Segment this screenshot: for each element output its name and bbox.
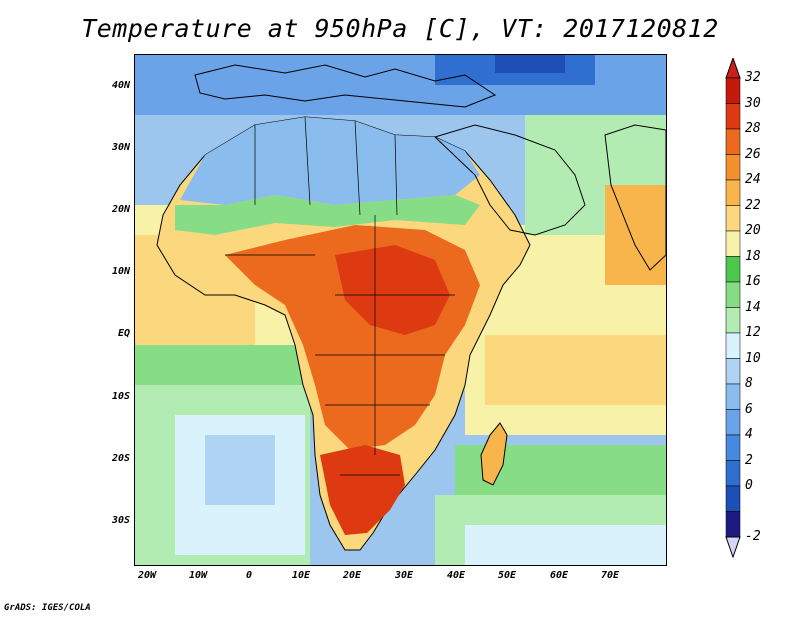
- colorbar-segment: [725, 179, 741, 206]
- colorbar-segment: [725, 256, 741, 283]
- colorbar-segment: [725, 128, 741, 155]
- lon-tick-20e: 20E: [342, 570, 362, 581]
- colorbar-label: 16: [745, 274, 761, 289]
- grads-credit: GrADS: IGES/COLA: [4, 603, 91, 613]
- lat-tick-10n: 10N: [111, 266, 130, 277]
- colorbar-segment: [725, 77, 741, 104]
- colorbar-label: 14: [745, 299, 761, 315]
- country-borders: [225, 116, 455, 476]
- temperature-map: [134, 54, 667, 566]
- colorbar-segment: [725, 154, 741, 181]
- map-title: Temperature at 950hPa [C], VT: 201712081…: [81, 14, 719, 43]
- europe-coast: [194, 64, 497, 108]
- colorbar-segment: [725, 307, 741, 334]
- lon-tick-10w: 10W: [188, 570, 208, 581]
- colorbar-segment: [725, 511, 741, 538]
- lat-tick-20n: 20N: [111, 204, 130, 215]
- lon-tick-40e: 40E: [446, 570, 466, 581]
- colorbar-max-triangle: [725, 58, 741, 79]
- hottest-core: [335, 245, 450, 335]
- southern-africa-hot: [320, 445, 405, 535]
- india-warm: [605, 185, 666, 285]
- lat-tick-30s: 30S: [111, 515, 130, 526]
- southern-cool: [465, 525, 666, 565]
- colorbar-segment: [725, 383, 741, 410]
- indian-ocean-warm: [485, 335, 666, 405]
- benguela-cool: [205, 435, 275, 505]
- colorbar-label: 8: [745, 376, 753, 391]
- lat-tick-10s: 10S: [111, 391, 130, 402]
- madagascar: [480, 422, 508, 486]
- coldest-zone: [495, 55, 565, 73]
- colorbar-label: 18: [745, 248, 761, 264]
- india-outline: [604, 124, 666, 271]
- lon-tick-10e: 10E: [291, 570, 311, 581]
- sahel-green-band: [175, 195, 480, 235]
- colorbar-label: -2: [745, 529, 761, 544]
- lat-tick-40n: 40N: [111, 80, 130, 91]
- lon-tick-60e: 60E: [549, 570, 569, 581]
- lon-tick-0: 0: [245, 570, 253, 581]
- map-canvas: [135, 55, 666, 565]
- colorbar-label: 26: [745, 146, 761, 162]
- arabian-peninsula: [434, 124, 586, 236]
- colorbar-label: 12: [745, 325, 761, 340]
- lon-tick-30e: 30E: [394, 570, 414, 581]
- colorbar-segment: [725, 281, 741, 308]
- lon-tick-50e: 50E: [497, 570, 517, 581]
- colorbar-min-triangle: [725, 536, 741, 558]
- colorbar-label: 4: [745, 427, 753, 442]
- colorbar-label: 30: [745, 95, 761, 111]
- colorbar-label: 10: [745, 350, 761, 366]
- colorbar-label: 24: [745, 172, 761, 187]
- colorbar-label: 22: [745, 197, 761, 213]
- colorbar-label: 6: [745, 401, 753, 417]
- colorbar: [725, 58, 741, 558]
- lat-tick-eq: EQ: [117, 328, 130, 339]
- colorbar-segment: [725, 103, 741, 130]
- colorbar-segment: [725, 409, 741, 436]
- colorbar-segment: [725, 332, 741, 359]
- colorbar-segment: [725, 485, 741, 512]
- colorbar-label: 20: [745, 223, 761, 238]
- lat-tick-20s: 20S: [111, 453, 130, 464]
- colorbar-segment: [725, 205, 741, 232]
- colorbar-label: 0: [745, 478, 753, 493]
- colorbar-label: 2: [745, 452, 753, 468]
- colorbar-label: 32: [745, 70, 761, 85]
- colorbar-segment: [725, 434, 741, 461]
- colorbar-segment: [725, 460, 741, 487]
- colorbar-label: 28: [745, 121, 761, 136]
- lat-tick-30n: 30N: [111, 142, 130, 153]
- colorbar-segment: [725, 358, 741, 385]
- lon-tick-20w: 20W: [137, 570, 157, 581]
- lon-tick-70e: 70E: [600, 570, 620, 581]
- colorbar-segment: [725, 230, 741, 257]
